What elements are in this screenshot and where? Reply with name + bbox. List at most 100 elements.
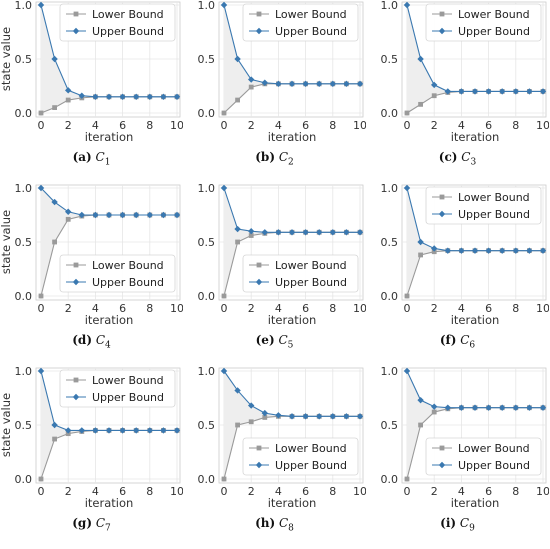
y-tick-label: 0.5 xyxy=(198,419,216,432)
legend-upper-label: Upper Bound xyxy=(92,25,164,38)
upper-bound-point xyxy=(146,93,153,100)
caption-variable: C5 xyxy=(274,333,294,351)
x-tick-label: 10 xyxy=(170,302,183,315)
x-tick-label: 0 xyxy=(38,302,45,315)
upper-bound-point xyxy=(119,427,126,434)
lower-bound-point xyxy=(431,249,437,255)
upper-bound-point xyxy=(417,55,424,63)
y-tick-label: 0.5 xyxy=(381,419,399,432)
upper-bound-point xyxy=(248,402,255,409)
caption-subscript: 6 xyxy=(469,340,476,351)
upper-bound-point xyxy=(403,184,411,192)
legend-lower-label: Lower Bound xyxy=(458,191,530,204)
x-tick-label: 8 xyxy=(146,119,153,132)
lower-bound-point xyxy=(221,293,227,299)
legend-box xyxy=(59,369,176,408)
upper-bound-point xyxy=(65,87,72,94)
y-tick-label: 0.0 xyxy=(198,290,216,303)
upper-bound-point xyxy=(146,211,153,219)
x-tick-label: 4 xyxy=(458,485,465,498)
legend-box xyxy=(59,254,176,293)
x-tick-label: 8 xyxy=(146,485,153,498)
upper-bound-point xyxy=(458,247,465,254)
upper-bound-point xyxy=(275,412,282,419)
chart-svg: 0 2 4 6 8 10 0.0 0.5 1.0 iteration Lower Bound Uppe… xyxy=(198,0,367,144)
upper-bound-point xyxy=(133,211,140,219)
legend-upper-label: Upper Bound xyxy=(458,208,530,221)
upper-bound-point xyxy=(539,247,547,254)
y-axis-label: state value xyxy=(0,393,13,457)
chart-svg: 0 2 4 6 8 10 0.0 0.5 1.0 iteration Lower Bound Uppe… xyxy=(198,183,367,327)
upper-bound-point xyxy=(288,413,296,420)
y-tick-label: 1.0 xyxy=(15,0,33,12)
lower-bound-point xyxy=(418,422,423,428)
upper-bound-point xyxy=(329,80,336,88)
upper-bound-point xyxy=(133,93,140,100)
chart-panel: 0 2 4 6 8 10 0.0 0.5 1.0 iteration Lower Bound Uppe… xyxy=(366,183,550,366)
x-tick-label: 0 xyxy=(404,302,411,315)
upper-bound-point xyxy=(356,413,364,420)
x-tick-label: 6 xyxy=(302,119,309,132)
chart-panel: 0 2 4 6 8 10 0.0 0.5 1.0 iteration Lower Bound Uppe… xyxy=(183,366,367,549)
y-tick-label: 1.0 xyxy=(381,366,399,378)
upper-bound-point xyxy=(65,208,72,215)
upper-bound-point xyxy=(499,404,506,411)
y-tick-label: 0.0 xyxy=(198,473,216,486)
upper-bound-point xyxy=(444,404,451,411)
y-tick-label: 0.0 xyxy=(15,107,33,120)
legend-square-marker xyxy=(439,194,445,200)
lower-bound-point xyxy=(404,476,410,482)
x-tick-label: 8 xyxy=(512,302,519,315)
x-axis-label: iteration xyxy=(268,496,317,510)
upper-bound-point xyxy=(431,403,438,410)
y-tick-label: 0.5 xyxy=(15,236,33,249)
upper-bound-point xyxy=(288,80,296,88)
y-tick-label: 1.0 xyxy=(15,183,33,195)
y-tick-label: 0.5 xyxy=(15,53,33,66)
x-axis-label: iteration xyxy=(85,496,134,510)
legend-diamond-marker xyxy=(438,210,446,218)
x-tick-label: 4 xyxy=(92,485,99,498)
legend-square-marker xyxy=(256,445,262,451)
lower-bound-point xyxy=(248,419,254,425)
subfigure-caption: (g) C7 xyxy=(0,516,183,533)
lower-bound-point xyxy=(38,110,44,116)
upper-bound-point xyxy=(288,229,296,236)
x-tick-label: 8 xyxy=(512,485,519,498)
upper-bound-point xyxy=(65,427,72,434)
x-axis-label: iteration xyxy=(85,130,134,144)
upper-bound-point xyxy=(173,93,181,100)
chart-panel: 0 2 4 6 8 10 0.0 0.5 1.0 iteration state value Lowe… xyxy=(0,183,183,366)
chart-panel: 0 2 4 6 8 10 0.0 0.5 1.0 iteration state value Lowe… xyxy=(0,0,183,183)
lower-bound-point xyxy=(404,293,410,299)
legend-diamond-marker xyxy=(438,27,446,35)
lower-bound-point xyxy=(418,252,423,258)
caption-variable: C6 xyxy=(456,333,476,351)
chart-svg: 0 2 4 6 8 10 0.0 0.5 1.0 iteration Lower Bound Uppe… xyxy=(381,366,550,510)
y-tick-label: 0.0 xyxy=(198,107,216,120)
x-tick-label: 10 xyxy=(353,119,366,132)
upper-bound-point xyxy=(146,427,153,434)
legend-diamond-marker xyxy=(72,393,80,401)
legend-box xyxy=(425,3,542,42)
x-tick-label: 2 xyxy=(65,485,72,498)
y-tick-label: 1.0 xyxy=(198,0,216,12)
upper-bound-point xyxy=(261,229,268,236)
legend-diamond-marker xyxy=(438,461,446,469)
upper-bound-point xyxy=(403,367,411,375)
upper-bound-point xyxy=(51,55,58,63)
x-tick-label: 4 xyxy=(458,119,465,132)
legend-lower-label: Lower Bound xyxy=(458,442,530,455)
legend-square-marker xyxy=(73,11,79,17)
legend-box xyxy=(242,437,359,476)
y-tick-label: 0.0 xyxy=(381,473,399,486)
x-tick-label: 10 xyxy=(536,302,549,315)
upper-bound-point xyxy=(302,229,309,236)
legend-box xyxy=(242,3,359,42)
caption-label: (i) xyxy=(440,516,457,530)
caption-subscript: 9 xyxy=(469,523,475,534)
upper-bound-point xyxy=(444,88,451,95)
caption-variable: C1 xyxy=(91,150,111,168)
legend-square-marker xyxy=(439,11,445,17)
x-axis-label: iteration xyxy=(451,313,500,327)
